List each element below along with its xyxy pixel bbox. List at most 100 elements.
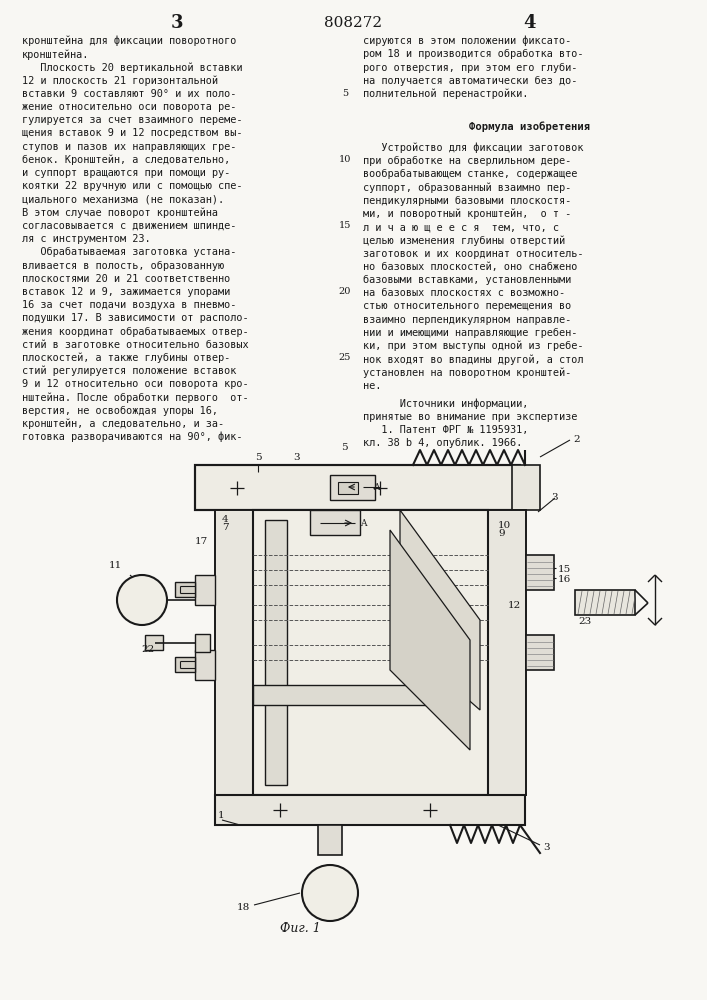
Text: 5: 5 [255,452,262,462]
Text: кронштейн, а следовательно, и за-: кронштейн, а следовательно, и за- [22,419,224,429]
Bar [195,634,210,652]
Bar [488,510,526,795]
Text: кронштейна для фиксации поворотного: кронштейна для фиксации поворотного [22,36,236,46]
Text: 3: 3 [171,14,183,32]
Text: 22: 22 [141,646,155,654]
Text: ки, при этом выступы одной из гребе-: ки, при этом выступы одной из гребе- [363,341,583,351]
Bar [175,657,195,672]
Text: кл. 38 b 4, опублик. 1966.: кл. 38 b 4, опублик. 1966. [363,438,522,448]
Bar [195,465,520,510]
Bar [512,465,540,510]
Bar [195,575,215,605]
Text: 1. Патент ФРГ № 1195931,: 1. Патент ФРГ № 1195931, [363,425,528,435]
Text: ром 18 и производится обработка вто-: ром 18 и производится обработка вто- [363,49,583,59]
Text: 12: 12 [508,600,521,609]
Polygon shape [400,510,480,710]
Text: 2: 2 [573,436,580,444]
Text: 20: 20 [339,287,351,296]
Text: и суппорт вращаются при помощи ру-: и суппорт вращаются при помощи ру- [22,168,230,178]
Text: готовка разворачиваются на 90°, фик-: готовка разворачиваются на 90°, фик- [22,432,243,442]
Text: пендикулярными базовыми плоскостя-: пендикулярными базовыми плоскостя- [363,196,571,206]
Bar [318,825,342,855]
Text: не.: не. [363,381,381,391]
Text: гулируется за счет взаимного переме-: гулируется за счет взаимного переме- [22,115,243,125]
Text: Плоскость 20 вертикальной вставки: Плоскость 20 вертикальной вставки [22,62,243,73]
Text: 808272: 808272 [324,16,382,30]
Text: верстия, не освобождая упоры 16,: верстия, не освобождая упоры 16, [22,406,218,416]
Polygon shape [390,530,470,750]
Circle shape [117,575,167,625]
Text: вставки 9 составляют 90° и их поло-: вставки 9 составляют 90° и их поло- [22,89,236,99]
Text: л и ч а ю щ е е с я  тем, что, с: л и ч а ю щ е е с я тем, что, с [363,222,559,232]
Text: 3: 3 [551,493,558,502]
Text: циального механизма (не показан).: циального механизма (не показан). [22,194,224,204]
Text: нштейна. После обработки первого  от-: нштейна. После обработки первого от- [22,392,249,403]
Text: плоскостями 20 и 21 соответственно: плоскостями 20 и 21 соответственно [22,274,230,284]
Text: суппорт, образованный взаимно пер-: суппорт, образованный взаимно пер- [363,183,571,193]
Text: ступов и пазов их направляющих гре-: ступов и пазов их направляющих гре- [22,142,236,152]
Bar [175,582,195,597]
Text: 16 за счет подачи воздуха в пневмо-: 16 за счет подачи воздуха в пневмо- [22,300,236,310]
Text: плоскостей, а также глубины отвер-: плоскостей, а также глубины отвер- [22,353,230,363]
Text: 7: 7 [222,524,228,532]
Text: 18: 18 [237,904,250,912]
Text: стий регулируется положение вставок: стий регулируется положение вставок [22,366,236,376]
Text: 4: 4 [222,516,228,524]
Bar [575,590,635,615]
Text: согласовывается с движением шпинде-: согласовывается с движением шпинде- [22,221,236,231]
Text: 9: 9 [498,528,505,538]
Text: ми, и поворотный кронштейн,  о т -: ми, и поворотный кронштейн, о т - [363,209,571,219]
Text: 5: 5 [342,89,348,98]
Text: вставок 12 и 9, зажимается упорами: вставок 12 и 9, зажимается упорами [22,287,230,297]
Text: 25: 25 [339,353,351,362]
Text: подушки 17. В зависимости от располо-: подушки 17. В зависимости от располо- [22,313,249,323]
Text: взаимно перпендикулярном направле-: взаимно перпендикулярном направле- [363,315,571,325]
Bar [253,685,463,705]
Text: A: A [373,483,380,491]
Text: щения вставок 9 и 12 посредством вы-: щения вставок 9 и 12 посредством вы- [22,128,243,138]
Text: 10: 10 [498,520,511,530]
Text: но базовых плоскостей, оно снабжено: но базовых плоскостей, оно снабжено [363,262,578,272]
Text: коятки 22 вручную или с помощью спе-: коятки 22 вручную или с помощью спе- [22,181,243,191]
Text: 3: 3 [293,452,300,462]
Bar [265,520,287,785]
Text: принятые во внимание при экспертизе: принятые во внимание при экспертизе [363,412,578,422]
Text: целью изменения глубины отверстий: целью изменения глубины отверстий [363,235,565,246]
Bar [145,635,163,650]
Text: нии и имеющими направляющие гребен-: нии и имеющими направляющие гребен- [363,328,578,338]
Bar [215,510,253,795]
Text: полнительной перенастройки.: полнительной перенастройки. [363,89,528,99]
Text: 9 и 12 относительно оси поворота кро-: 9 и 12 относительно оси поворота кро- [22,379,249,389]
Text: при обработке на сверлильном дере-: при обработке на сверлильном дере- [363,156,571,166]
Text: вообрабатывающем станке, содержащее: вообрабатывающем станке, содержащее [363,169,578,179]
Text: 4: 4 [524,14,536,32]
Bar [195,465,520,510]
Text: 16: 16 [558,576,571,584]
Text: Фиг. 1: Фиг. 1 [280,922,320,934]
Text: стий в заготовке относительно базовых: стий в заготовке относительно базовых [22,340,249,350]
Text: Устройство для фиксации заготовок: Устройство для фиксации заготовок [363,143,583,153]
Bar [330,475,375,500]
Text: 12 и плоскость 21 горизонтальной: 12 и плоскость 21 горизонтальной [22,76,218,86]
Text: 1: 1 [218,810,225,820]
Text: 5: 5 [341,442,347,452]
Bar [526,555,554,590]
Text: на получается автоматически без до-: на получается автоматически без до- [363,76,578,86]
Text: 11: 11 [109,560,122,570]
Text: вливается в полость, образованную: вливается в полость, образованную [22,260,224,271]
Circle shape [302,865,358,921]
Bar [310,510,360,535]
Text: заготовок и их координат относитель-: заготовок и их координат относитель- [363,249,583,259]
Text: 23: 23 [578,617,591,626]
Text: базовыми вставками, установленными: базовыми вставками, установленными [363,275,571,285]
Bar [195,650,215,680]
Text: 15: 15 [558,566,571,574]
Bar [215,795,525,825]
Text: 3: 3 [543,844,549,852]
Text: бенок. Кронштейн, а следовательно,: бенок. Кронштейн, а следовательно, [22,155,230,165]
Text: установлен на поворотном кронштей-: установлен на поворотном кронштей- [363,367,571,378]
Text: на базовых плоскостях с возможно-: на базовых плоскостях с возможно- [363,288,565,298]
Bar [338,482,358,494]
Text: рого отверстия, при этом его глуби-: рого отверстия, при этом его глуби- [363,62,578,73]
Text: 15: 15 [339,221,351,230]
